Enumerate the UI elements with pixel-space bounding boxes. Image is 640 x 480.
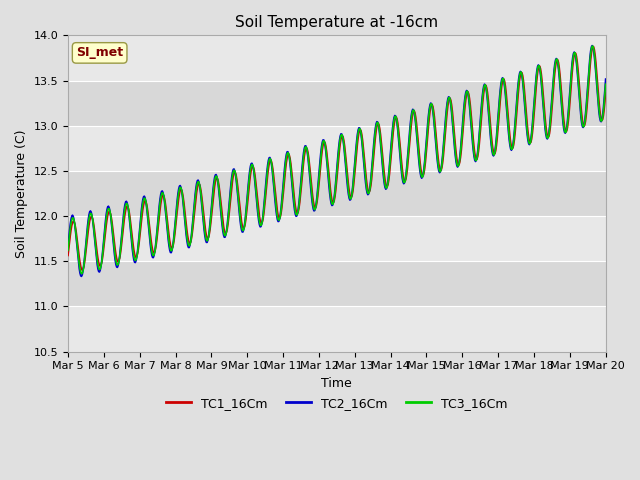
Line: TC1_16Cm: TC1_16Cm xyxy=(68,47,605,270)
X-axis label: Time: Time xyxy=(321,377,352,390)
Bar xyxy=(68,81,605,126)
TC3_16Cm xyxy=(588,43,596,49)
Y-axis label: Soil Temperature (C): Soil Temperature (C) xyxy=(15,129,28,258)
Text: SI_met: SI_met xyxy=(76,47,124,60)
TC3_16Cm xyxy=(403,167,411,173)
Bar xyxy=(68,306,605,351)
TC2_16Cm xyxy=(588,43,596,48)
TC2_16Cm xyxy=(213,173,221,179)
TC1_16Cm xyxy=(130,247,138,252)
TC2_16Cm xyxy=(130,257,138,263)
TC2_16Cm xyxy=(419,174,426,180)
TC2_16Cm xyxy=(602,76,609,82)
TC1_16Cm xyxy=(419,173,426,179)
Title: Soil Temperature at -16cm: Soil Temperature at -16cm xyxy=(236,15,438,30)
Bar xyxy=(68,261,605,306)
TC2_16Cm xyxy=(77,274,85,279)
TC1_16Cm xyxy=(602,90,609,96)
Line: TC2_16Cm: TC2_16Cm xyxy=(68,46,605,276)
TC1_16Cm xyxy=(184,237,192,243)
Bar xyxy=(68,216,605,261)
Bar xyxy=(68,171,605,216)
Bar xyxy=(68,36,605,81)
TC1_16Cm xyxy=(213,175,221,181)
TC2_16Cm xyxy=(74,252,81,258)
Legend: TC1_16Cm, TC2_16Cm, TC3_16Cm: TC1_16Cm, TC2_16Cm, TC3_16Cm xyxy=(161,392,513,415)
TC1_16Cm xyxy=(589,44,596,49)
TC3_16Cm xyxy=(74,248,81,253)
TC1_16Cm xyxy=(64,252,72,258)
TC3_16Cm xyxy=(602,81,609,87)
TC1_16Cm xyxy=(78,267,86,273)
TC2_16Cm xyxy=(184,245,192,251)
TC1_16Cm xyxy=(74,241,81,247)
TC2_16Cm xyxy=(403,164,411,170)
TC2_16Cm xyxy=(64,244,72,250)
Bar xyxy=(68,126,605,171)
TC3_16Cm xyxy=(213,174,221,180)
TC3_16Cm xyxy=(419,174,426,180)
TC1_16Cm xyxy=(403,171,411,177)
TC3_16Cm xyxy=(77,271,85,276)
TC3_16Cm xyxy=(130,253,138,259)
TC3_16Cm xyxy=(64,248,72,253)
Line: TC3_16Cm: TC3_16Cm xyxy=(68,46,605,274)
TC3_16Cm xyxy=(184,242,192,248)
